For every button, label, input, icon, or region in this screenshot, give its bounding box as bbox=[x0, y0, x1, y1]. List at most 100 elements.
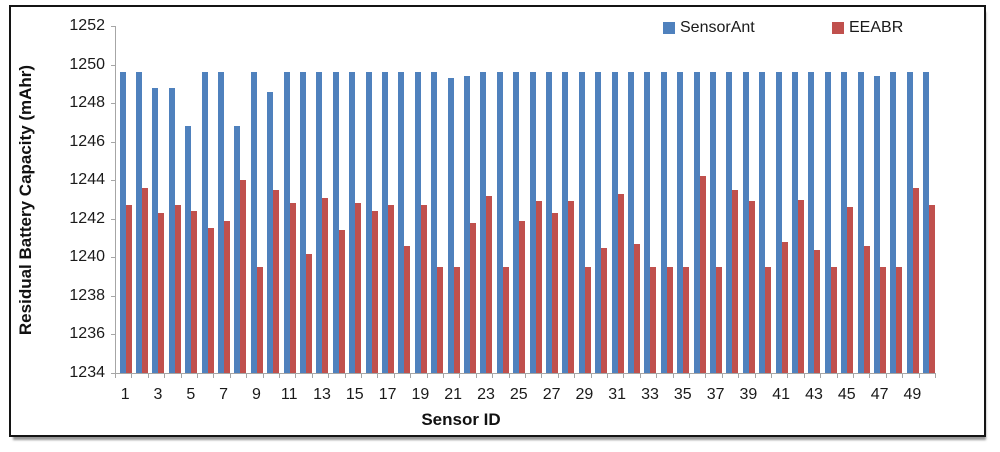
bar-eeabr bbox=[584, 267, 591, 373]
y-axis-tick-mark bbox=[111, 295, 115, 297]
bar-eeabr bbox=[420, 205, 427, 373]
bar-sensorant bbox=[857, 72, 864, 373]
bar-sensorant bbox=[332, 72, 339, 373]
x-axis-tick-mark bbox=[787, 374, 789, 378]
bar-sensorant bbox=[529, 72, 536, 373]
bar-sensorant bbox=[185, 126, 192, 373]
x-axis-tick-mark bbox=[623, 374, 625, 378]
x-axis-tick-mark bbox=[656, 374, 658, 378]
x-axis-tick-mark bbox=[738, 374, 740, 378]
bar-eeabr bbox=[748, 201, 755, 373]
bar-eeabr bbox=[650, 267, 657, 373]
bar-eeabr bbox=[224, 220, 230, 373]
y-axis-tick-label: 1248 bbox=[69, 94, 105, 112]
x-axis-tick-label: 17 bbox=[378, 386, 397, 403]
x-axis-tick-mark bbox=[229, 374, 231, 378]
x-axis-tick-label: 29 bbox=[575, 386, 594, 403]
bar-eeabr bbox=[519, 220, 526, 373]
x-axis-title: Sensor ID bbox=[421, 410, 501, 429]
legend-label-sensorant: SensorAnt bbox=[680, 19, 755, 36]
bar-eeabr bbox=[191, 211, 198, 373]
y-axis-tick-mark bbox=[111, 180, 115, 182]
x-axis-tick-mark bbox=[574, 374, 576, 378]
bar-sensorant bbox=[447, 78, 454, 373]
y-axis-tick-mark bbox=[111, 257, 115, 259]
y-axis-tick-mark bbox=[111, 334, 115, 336]
x-axis-tick-label: 5 bbox=[186, 386, 196, 403]
bar-sensorant bbox=[201, 72, 208, 373]
x-axis-tick-label: 19 bbox=[411, 386, 430, 403]
x-axis-tick-label: 39 bbox=[739, 386, 758, 403]
bar-eeabr bbox=[863, 245, 870, 373]
y-axis-title: Residual Battery Capacity (mAhr) bbox=[16, 64, 35, 336]
x-axis-tick-label: 15 bbox=[345, 386, 364, 403]
x-axis-tick-mark bbox=[393, 374, 395, 378]
bar-sensorant bbox=[726, 72, 733, 373]
x-axis-tick-mark bbox=[361, 374, 362, 378]
bar-eeabr bbox=[142, 187, 148, 373]
x-axis-tick-mark bbox=[115, 374, 116, 378]
x-axis-tick-label: 33 bbox=[641, 386, 659, 403]
x-axis-tick-label: 7 bbox=[219, 386, 229, 403]
y-axis-tick-label: 1236 bbox=[69, 325, 105, 343]
bar-eeabr bbox=[125, 205, 132, 373]
bar-sensorant bbox=[300, 72, 306, 373]
bar-eeabr bbox=[486, 195, 493, 373]
bar-eeabr bbox=[683, 267, 690, 373]
bar-sensorant bbox=[562, 72, 569, 373]
y-axis-tick-mark bbox=[111, 64, 115, 66]
x-axis-tick-mark bbox=[246, 374, 248, 378]
bar-eeabr bbox=[322, 197, 329, 373]
bar-eeabr bbox=[240, 180, 247, 373]
bar-sensorant bbox=[382, 72, 388, 373]
x-axis-tick-label: 21 bbox=[444, 386, 463, 403]
x-axis-tick-mark bbox=[262, 374, 264, 378]
bar-eeabr bbox=[371, 211, 378, 373]
bar-eeabr bbox=[929, 205, 936, 373]
x-axis-tick-mark bbox=[180, 374, 182, 378]
x-axis-tick-mark bbox=[590, 374, 592, 378]
x-axis-tick-label: 9 bbox=[251, 386, 261, 403]
bar-sensorant bbox=[775, 72, 782, 373]
x-axis-tick-mark bbox=[639, 374, 641, 378]
x-axis-tick-mark bbox=[853, 374, 854, 378]
x-axis-tick-mark bbox=[902, 374, 904, 378]
y-axis-tick-label: 1246 bbox=[69, 132, 105, 150]
bar-sensorant bbox=[414, 72, 421, 373]
bar-eeabr bbox=[404, 245, 411, 373]
x-axis-tick-mark bbox=[869, 374, 871, 378]
x-axis-tick-mark bbox=[918, 374, 920, 378]
bar-sensorant bbox=[578, 72, 585, 373]
bar-sensorant bbox=[431, 72, 438, 373]
x-axis-tick-label: 47 bbox=[870, 386, 889, 403]
x-axis-tick-mark bbox=[754, 374, 756, 378]
bar-eeabr bbox=[552, 213, 558, 373]
bar-sensorant bbox=[923, 72, 930, 373]
x-axis-tick-mark bbox=[279, 374, 280, 378]
bar-eeabr bbox=[716, 267, 722, 373]
bar-eeabr bbox=[437, 267, 444, 373]
x-axis-tick-label: 1 bbox=[120, 386, 130, 403]
x-axis-tick-mark bbox=[885, 374, 887, 378]
x-axis-tick-mark bbox=[508, 374, 510, 378]
x-axis-tick-mark bbox=[197, 374, 198, 378]
x-axis-tick-label: 13 bbox=[313, 386, 331, 403]
bar-eeabr bbox=[338, 230, 345, 373]
bar-sensorant bbox=[742, 72, 749, 373]
bar-sensorant bbox=[759, 72, 766, 373]
x-axis-tick-mark bbox=[836, 374, 838, 378]
plot-area bbox=[115, 26, 936, 374]
x-axis-tick-mark bbox=[492, 374, 494, 378]
bar-sensorant bbox=[136, 72, 142, 373]
x-axis-tick-mark bbox=[935, 374, 936, 378]
x-axis-tick-mark bbox=[721, 374, 723, 378]
x-axis-tick-mark bbox=[557, 374, 559, 378]
bar-sensorant bbox=[611, 72, 618, 373]
x-axis-tick-mark bbox=[131, 374, 133, 378]
x-axis-tick-label: 49 bbox=[903, 386, 922, 403]
bar-sensorant bbox=[218, 72, 224, 373]
x-axis-tick-mark bbox=[541, 374, 543, 378]
x-axis-tick-label: 31 bbox=[608, 386, 627, 403]
x-axis-tick-label: 27 bbox=[542, 386, 561, 403]
x-axis-tick-mark bbox=[459, 374, 461, 378]
